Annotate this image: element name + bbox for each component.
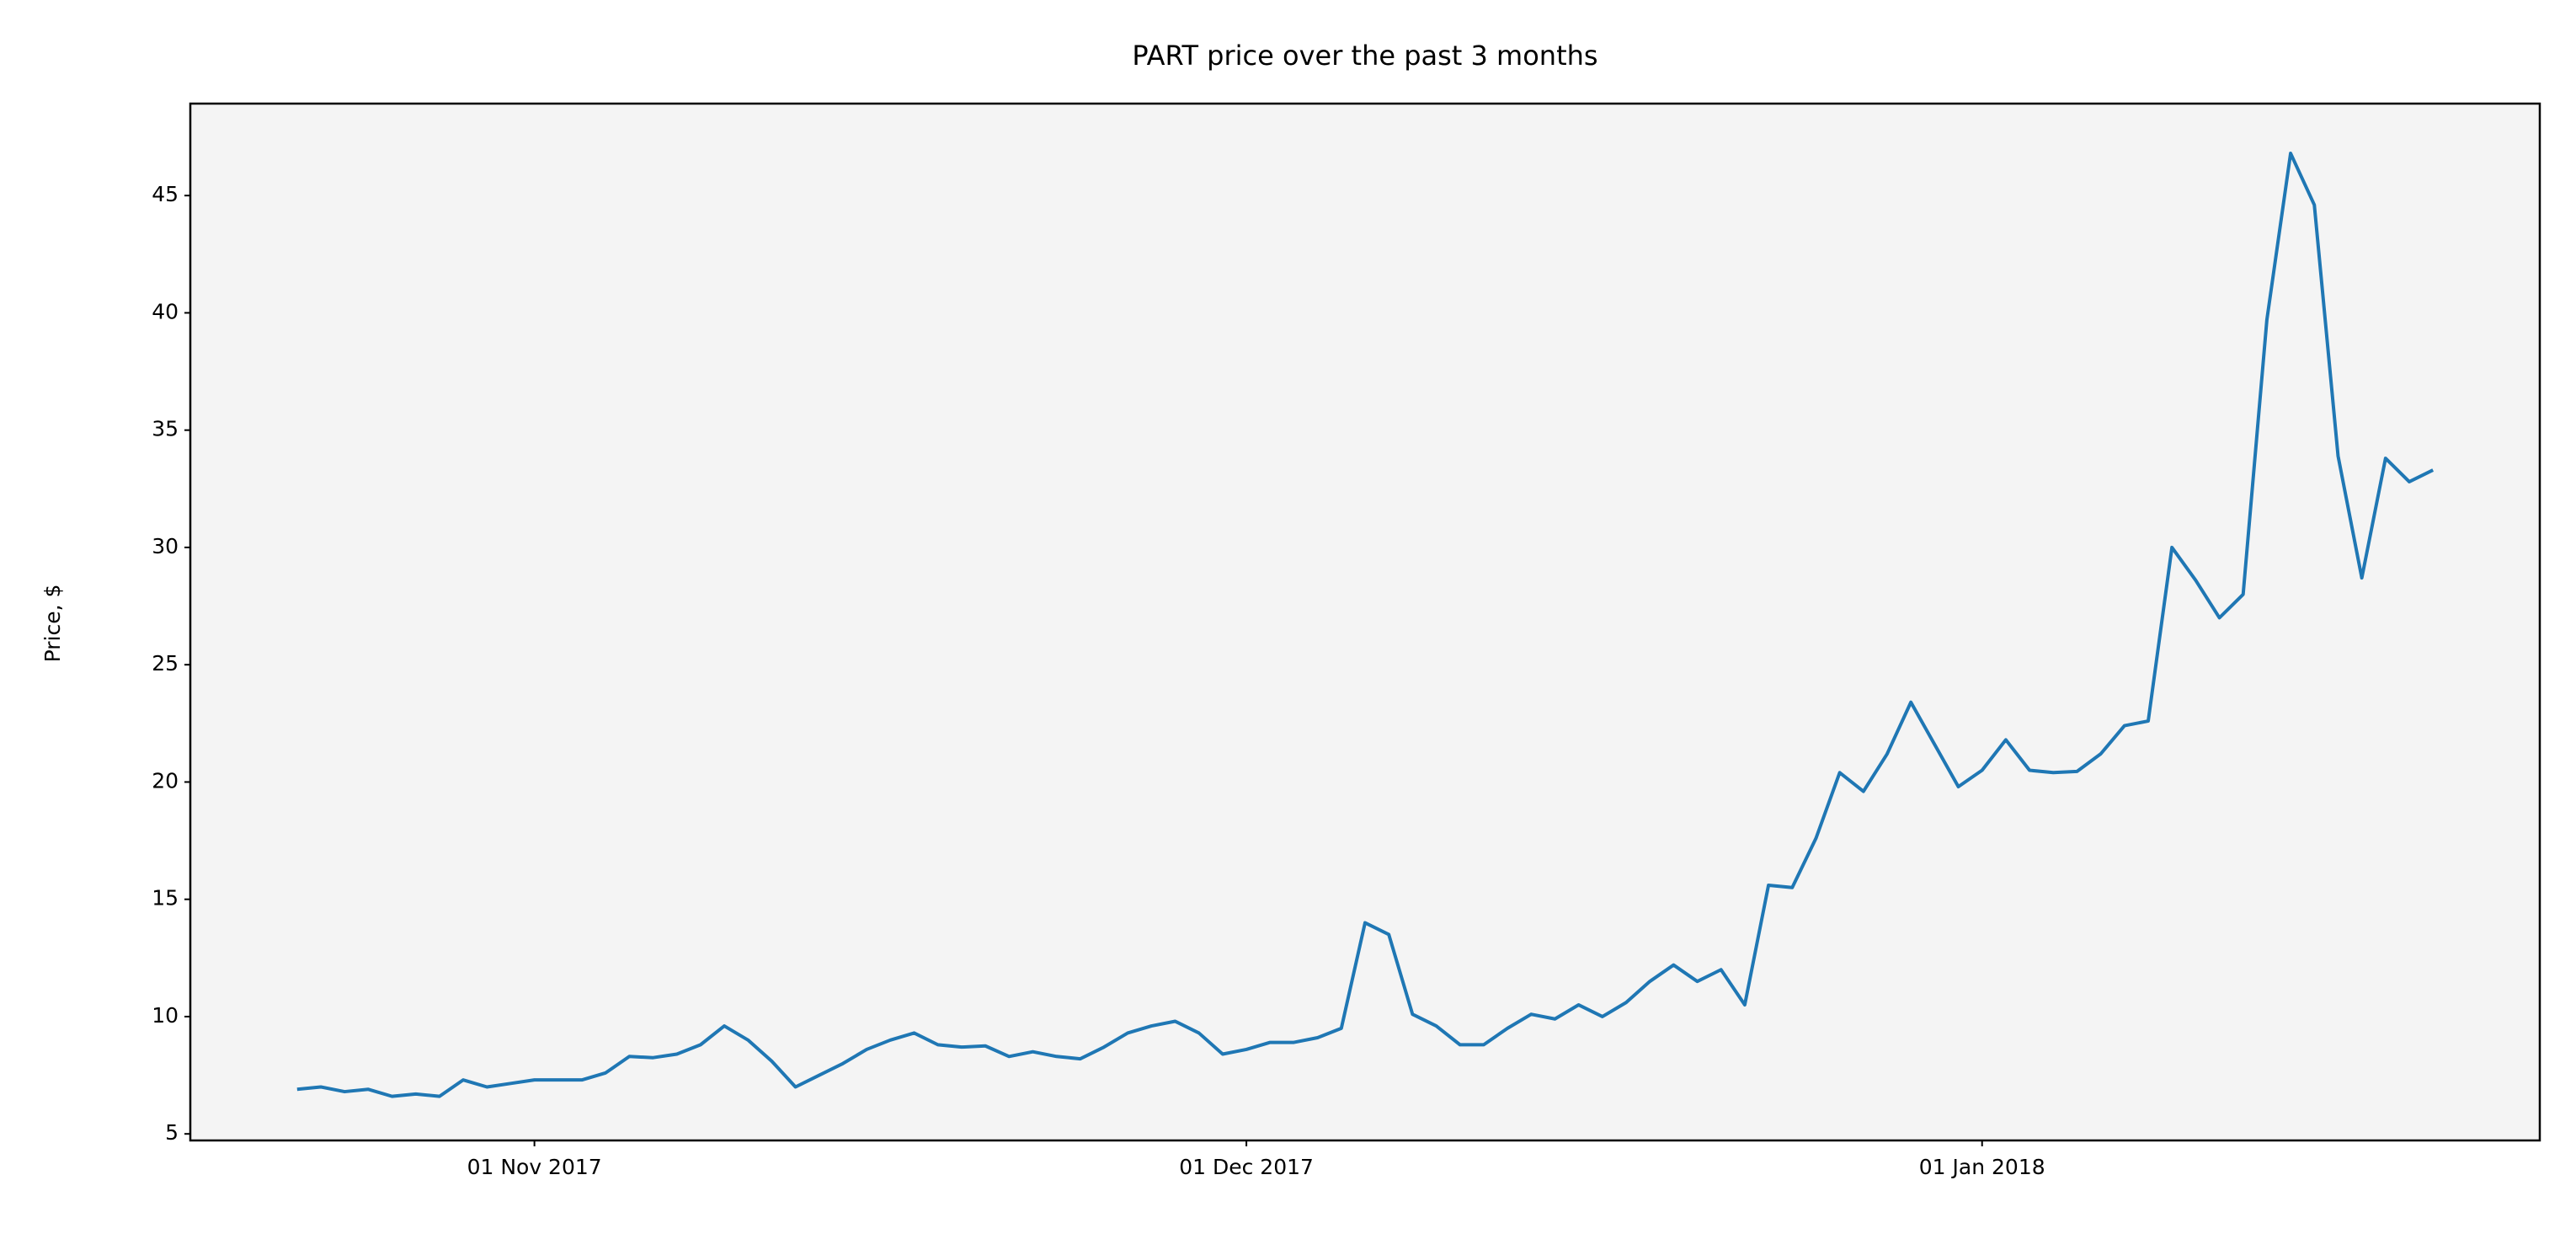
x-tick-label: 01 Dec 2017 (1179, 1155, 1314, 1179)
y-tick-label: 40 (152, 299, 179, 323)
y-tick-label: 35 (152, 417, 179, 441)
y-tick-label: 10 (152, 1003, 179, 1028)
y-tick-label: 15 (152, 886, 179, 911)
price-line (296, 152, 2435, 1098)
x-tick-label: 01 Nov 2017 (467, 1155, 602, 1179)
y-tick-label: 25 (152, 651, 179, 676)
plot-frame (189, 102, 2541, 1142)
y-tick-label: 45 (152, 182, 179, 206)
plot-area (190, 104, 2540, 1140)
y-tick-label: 20 (152, 768, 179, 793)
y-tick-label: 5 (165, 1120, 179, 1145)
chart-title: PART price over the past 3 months (1132, 40, 1597, 72)
x-tick-label: 01 Jan 2018 (1919, 1155, 2045, 1179)
y-tick-label: 30 (152, 534, 179, 558)
y-axis-label: Price, $ (40, 585, 65, 663)
